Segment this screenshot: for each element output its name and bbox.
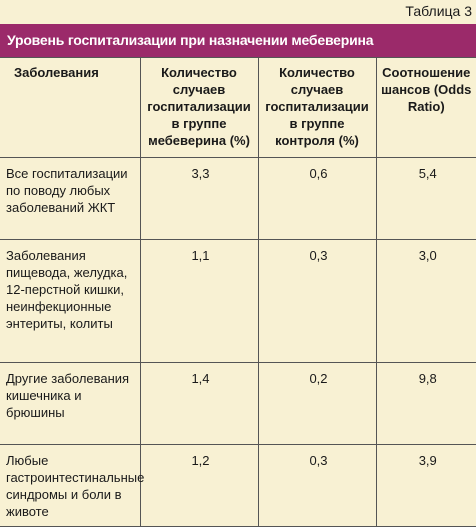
cell-control: 0,3 [257, 444, 377, 527]
table-row: Любые гастроинтестинальные синдромы и бо… [0, 444, 476, 527]
cell-disease: Любые гастроинтестинальные синдромы и бо… [0, 444, 144, 527]
table-row: Все госпитализации по поводу любых забол… [0, 157, 476, 240]
cell-disease: Заболевания пищевода, желудка, 12-перстн… [0, 239, 141, 363]
cell-control: 0,6 [257, 157, 377, 240]
cell-mebeverine: 3,3 [139, 157, 259, 240]
cell-odds-ratio: 3,0 [375, 239, 476, 363]
column-header-odds-ratio: Соотношение шансов (Odds Ratio) [375, 57, 476, 158]
cell-control: 0,3 [257, 239, 377, 363]
cell-control: 0,2 [257, 362, 377, 445]
column-header-control: Количество случаев госпитализации в груп… [257, 57, 377, 158]
cell-odds-ratio: 9,8 [375, 362, 476, 445]
column-header-disease: Заболевания [0, 57, 141, 158]
table-row: Другие заболевания кишечника и брюшины 1… [0, 362, 476, 445]
cell-mebeverine: 1,2 [139, 444, 259, 527]
cell-odds-ratio: 5,4 [375, 157, 476, 240]
data-table: Заболевания Количество случаев госпитали… [0, 57, 476, 527]
column-header-mebeverine: Количество случаев госпитализации в груп… [139, 57, 259, 158]
table-title: Уровень госпитализации при назначении ме… [0, 24, 476, 57]
table-row: Заболевания пищевода, желудка, 12-перстн… [0, 239, 476, 363]
cell-disease: Другие заболевания кишечника и брюшины [0, 362, 141, 445]
cell-odds-ratio: 3,9 [375, 444, 476, 527]
table-number: Таблица 3 [405, 3, 472, 19]
header-row: Заболевания Количество случаев госпитали… [0, 57, 476, 158]
cell-mebeverine: 1,1 [139, 239, 259, 363]
cell-mebeverine: 1,4 [139, 362, 259, 445]
cell-disease: Все госпитализации по поводу любых забол… [0, 157, 141, 240]
